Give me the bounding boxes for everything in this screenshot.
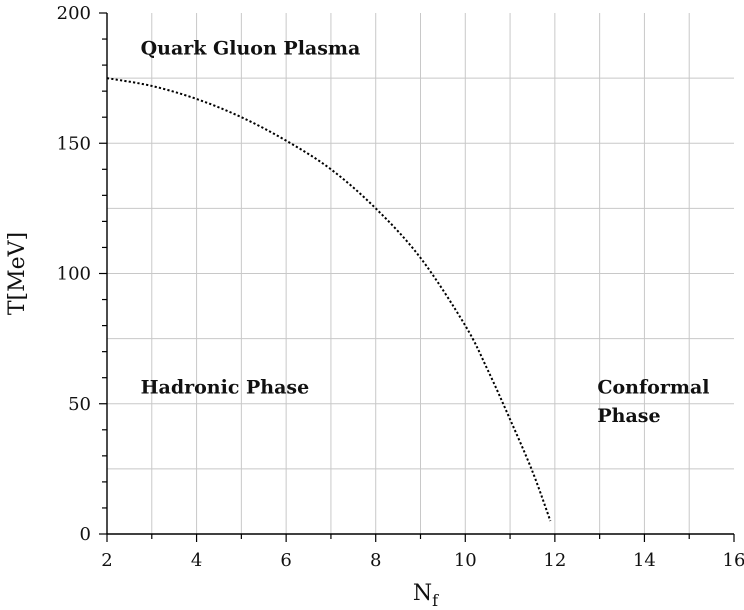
grid: [107, 13, 734, 534]
x-axis-title-subscript: f: [432, 591, 439, 610]
y-tick-label: 200: [57, 3, 91, 24]
tick-labels: 2 4 6 8 10 12 14 16 0 50 100 150 200: [57, 3, 744, 571]
region-label: Conformal: [597, 376, 709, 398]
annotations: Quark Gluon Plasma Hadronic Phase Conforma…: [141, 38, 710, 427]
region-label: Phase: [597, 405, 660, 427]
x-tick-label: 8: [370, 550, 381, 571]
x-axis-title: Nf: [413, 581, 439, 610]
y-tick-label: 50: [68, 394, 91, 415]
y-tick-label: 0: [80, 524, 91, 545]
x-tick-label: 12: [543, 550, 566, 571]
region-label: Quark Gluon Plasma: [141, 38, 361, 60]
x-tick-label: 16: [723, 550, 744, 571]
x-tick-label: 10: [454, 550, 477, 571]
x-tick-label: 14: [633, 550, 656, 571]
y-tick-label: 100: [57, 264, 91, 285]
tick-marks: [99, 12, 735, 542]
x-axis-title-main: N: [413, 581, 432, 606]
y-axis-title: T[MeV]: [5, 232, 30, 315]
x-tick-label: 4: [191, 550, 202, 571]
series-layer: [106, 77, 552, 522]
x-tick-label: 6: [280, 550, 291, 571]
phase-boundary-curve: [106, 77, 552, 522]
region-label: Hadronic Phase: [141, 376, 310, 398]
y-tick-label: 150: [57, 133, 91, 154]
x-tick-label: 2: [101, 550, 112, 571]
